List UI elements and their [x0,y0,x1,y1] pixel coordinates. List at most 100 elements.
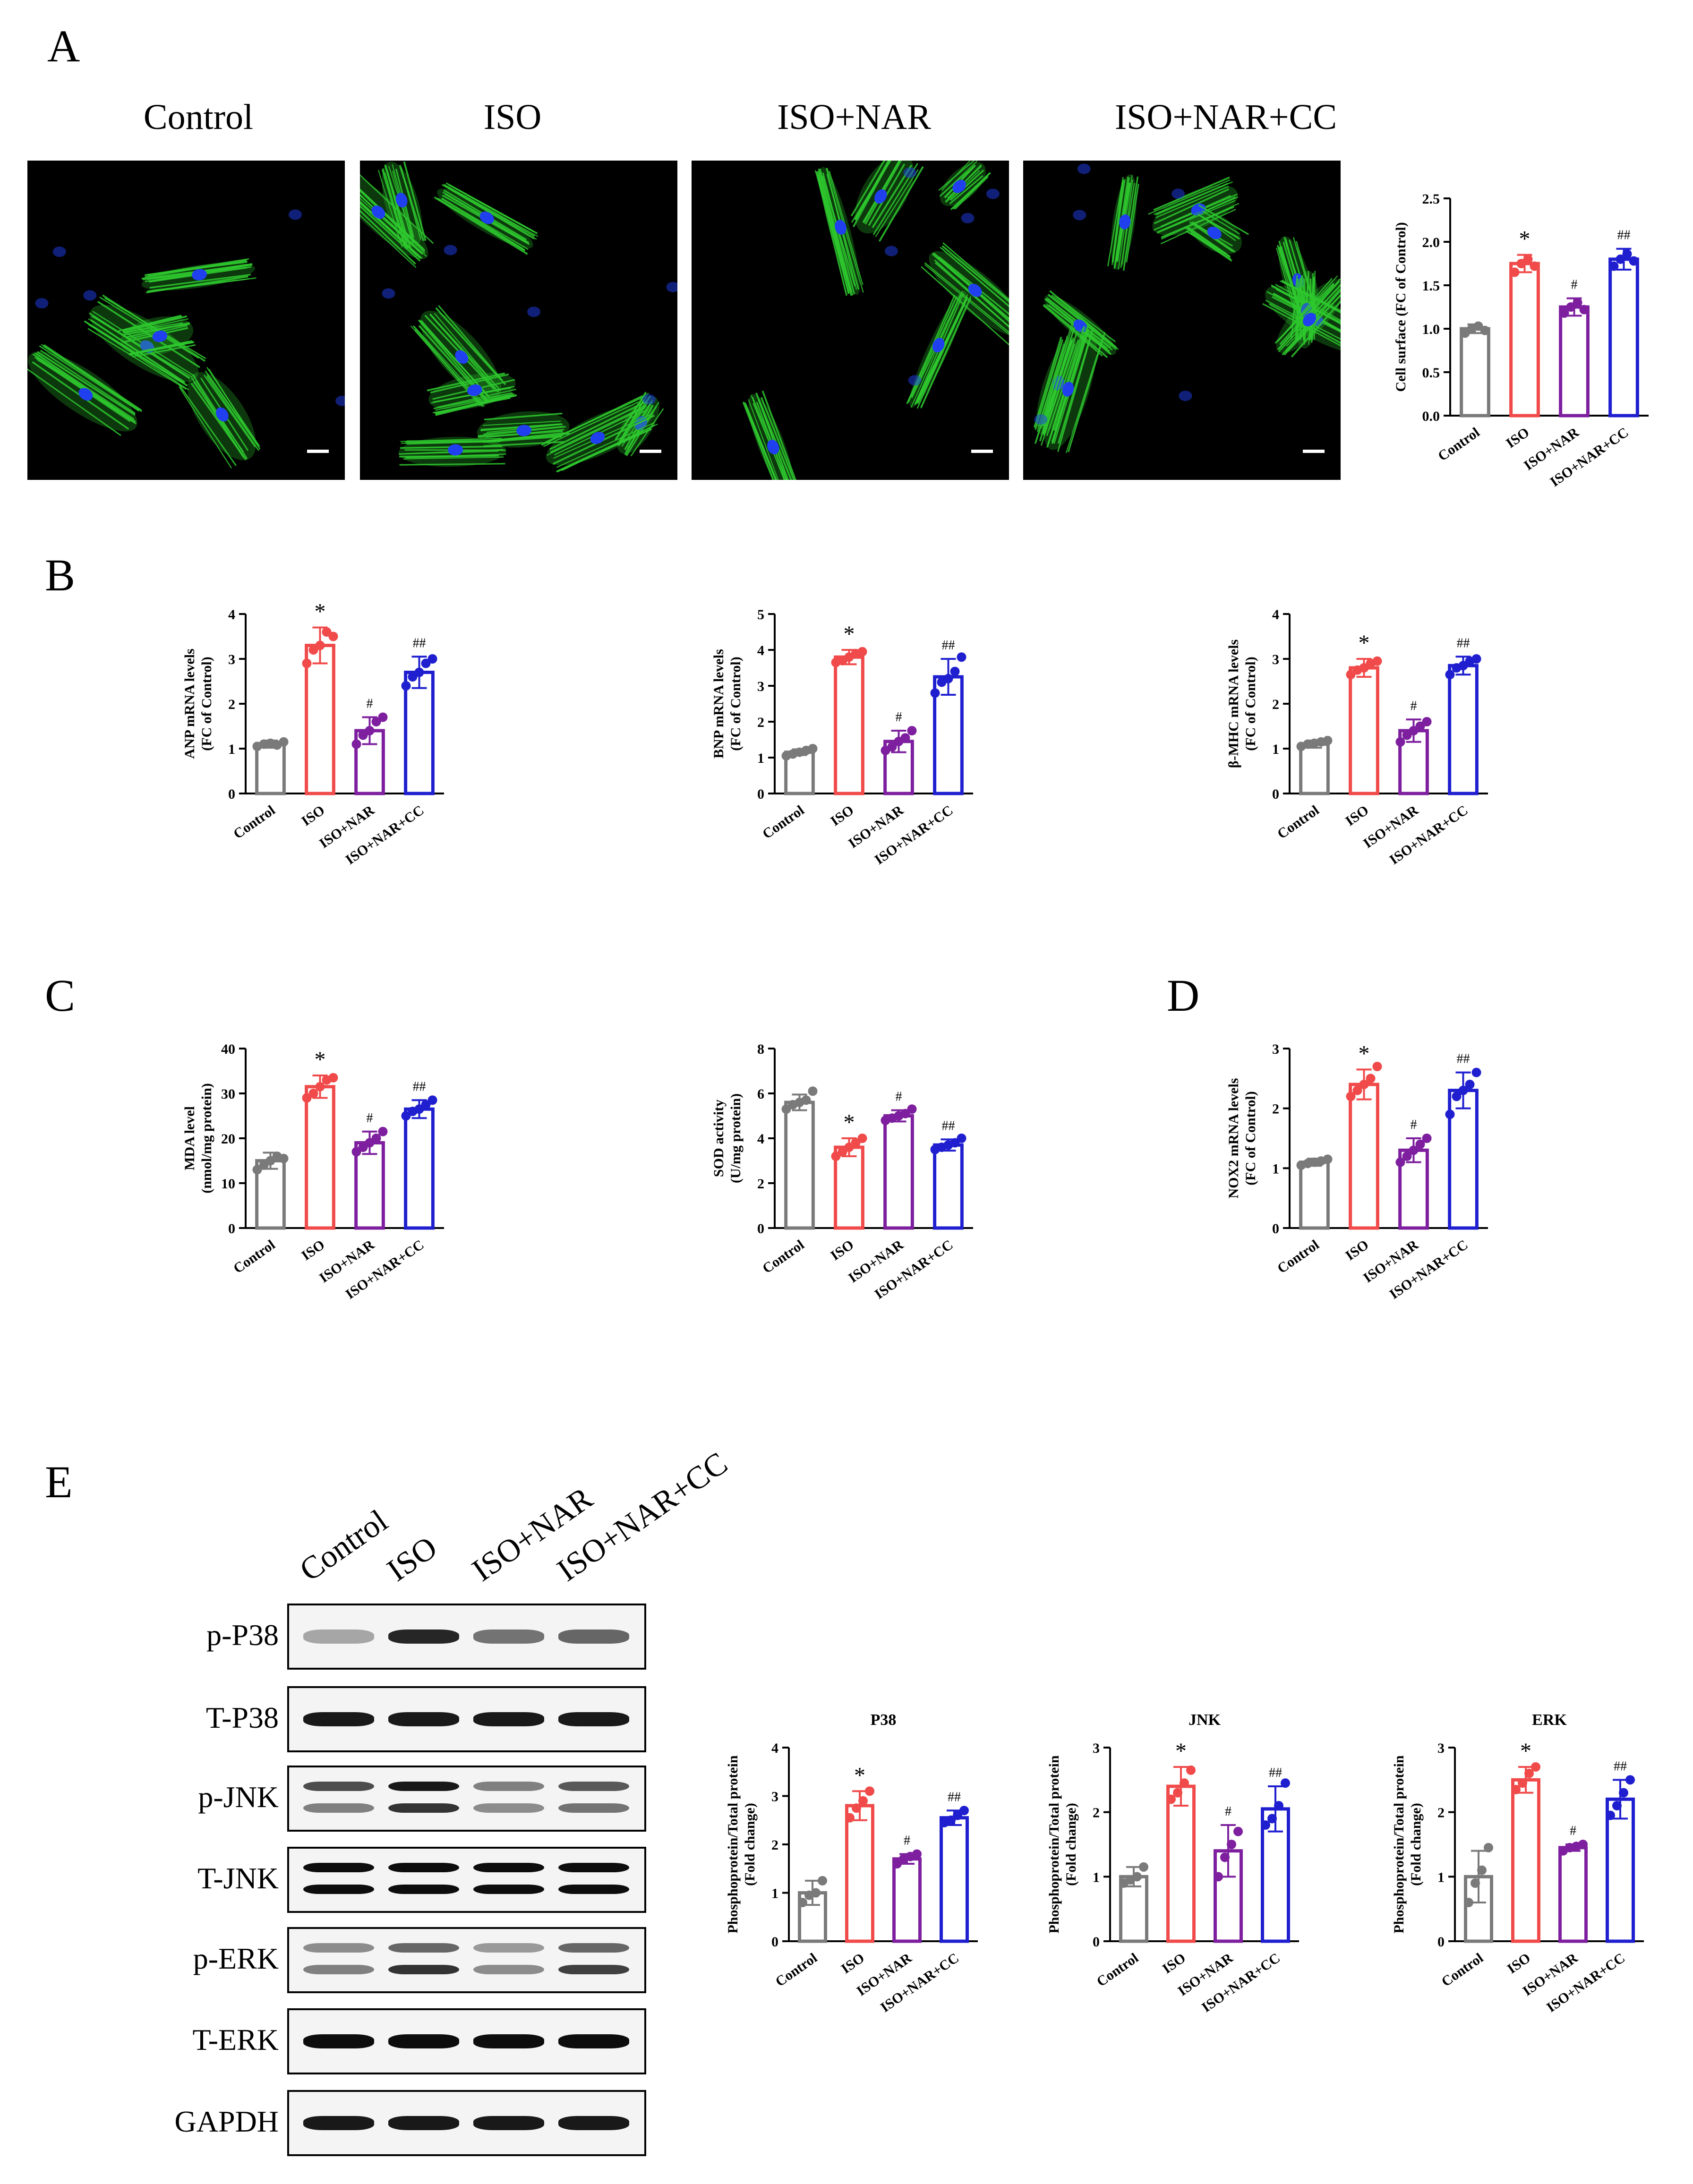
scale-bar [1303,450,1325,453]
bar [255,742,286,795]
data-point [1622,249,1632,259]
significance-mark: * [1359,631,1370,656]
data-point [328,1073,338,1083]
data-point [852,1803,861,1813]
blot-t-erk [287,2008,646,2074]
significance-mark: * [1359,1041,1370,1066]
y-tick-label: 3 [771,1789,778,1805]
blot-label: T-P38 [205,1701,279,1734]
data-point [1606,1810,1615,1820]
data-point [1524,1768,1534,1778]
data-point [1530,261,1539,271]
x-tick-label: ISO [299,802,327,829]
significance-mark: # [904,1834,910,1848]
data-point [1616,254,1625,264]
x-tick-label: ISO [828,802,856,829]
y-tick-label: 10 [221,1176,235,1192]
data-point [957,652,966,662]
data-point [302,658,312,668]
nucleus [986,188,1000,199]
y-axis-label-2: (nmol/mg protein) [199,1083,214,1194]
data-point [900,733,910,743]
data-point [308,1089,318,1098]
blot-band [473,1803,544,1813]
significance-mark: * [844,622,855,647]
data-point [1445,670,1455,680]
data-point [1612,1801,1622,1810]
panel-label-a: A [47,21,80,71]
blot-label: p-P38 [206,1618,279,1652]
data-point [1173,1788,1182,1798]
data-point [428,654,437,664]
data-point [358,1143,368,1152]
data-point [1464,1898,1473,1907]
y-axis-label: Phosphoprotein/Total protein [1046,1755,1062,1933]
blot-label: GAPDH [174,2105,279,2138]
y-tick-label: 0 [1437,1934,1445,1950]
data-point [1402,1152,1412,1161]
data-point [858,1796,868,1806]
y-axis-label-2: (FC of Control) [1243,1091,1258,1185]
y-tick-label: 2 [1437,1805,1445,1821]
bar [1559,305,1590,418]
blot-band [558,1943,629,1953]
x-tick-label: ISO [1342,1237,1371,1264]
blot-band [388,1712,459,1726]
y-tick-label: 3 [757,679,764,694]
blot-gapdh [287,2090,646,2156]
wb-lane-control: Control [293,1502,394,1588]
y-tick-label: 1 [1437,1869,1445,1885]
data-point [421,1100,431,1109]
data-point [1510,267,1520,277]
chart-sod: 0 2 4 6 8 SOD activity (U/mg protein) Control * I… [685,1034,987,1346]
data-point [1220,1852,1230,1862]
nucleus [1171,188,1185,199]
y-axis-label-2: (U/mg protein) [728,1093,744,1183]
data-point [953,1810,962,1820]
chart-jnk: JNK 0 1 2 3 Phosphoprotein/Total protein (Fold… [1020,1700,1313,2059]
data-point [1372,1062,1382,1071]
panel-label-c: C [45,970,76,1021]
significance-mark: ## [1457,636,1470,650]
micro-title-iso-nar-cc: ISO+NAR+CC [1114,97,1337,137]
data-point [781,1104,791,1114]
significance-mark: # [1411,1118,1417,1132]
y-tick-label: 1 [1272,1161,1279,1177]
data-point [365,726,375,735]
y-tick-label: 2 [1272,697,1279,712]
y-tick-label: 30 [221,1086,235,1102]
significance-mark: # [367,697,373,711]
y-tick-label: 2 [1272,1101,1279,1117]
bar [883,1114,914,1230]
chart-mda: 0 10 20 30 40 MDA level (nmol/mg protein) Contr… [156,1034,458,1346]
cell [377,161,427,249]
blot-band [558,1803,629,1813]
x-tick-label: Control [231,1237,278,1277]
data-point [838,1147,847,1157]
nucleus [1073,210,1086,221]
blot-p-jnk [287,1766,646,1832]
cell [921,242,1009,347]
data-point [279,737,289,747]
blot-band [558,1782,629,1791]
blot-band [388,1803,459,1813]
data-point [1458,1085,1468,1095]
x-tick-label: ISO [1342,802,1371,829]
data-point [1323,1154,1333,1164]
y-tick-label: 0 [1093,1934,1100,1950]
significance-mark: # [1570,1824,1576,1838]
blot-band [473,1712,544,1726]
y-tick-label: 4 [228,607,235,623]
data-point [831,1152,841,1161]
y-tick-label: 0 [1272,1221,1279,1237]
nucleus [83,290,97,301]
bar [1511,1778,1540,1943]
data-point [1559,308,1569,318]
data-point [801,1095,811,1105]
panel-label-d: D [1167,970,1200,1021]
y-tick-label: 6 [757,1086,764,1102]
x-tick-label: Control [1435,425,1482,464]
cell [27,344,143,436]
blot-band [303,1885,374,1894]
nucleus [961,213,975,223]
